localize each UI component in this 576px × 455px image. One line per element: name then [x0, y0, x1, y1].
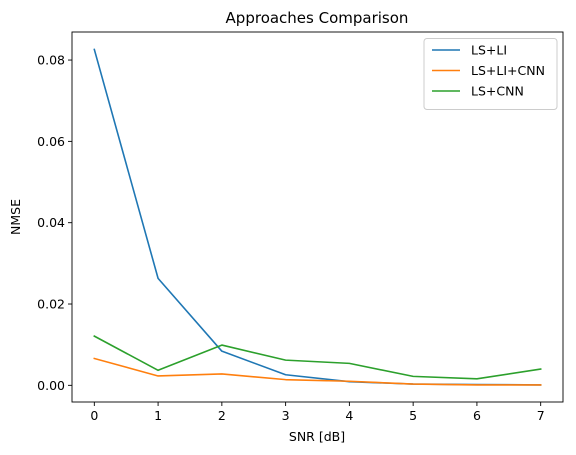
plot-area	[71, 31, 564, 403]
x-axis-label: SNR [dB]	[289, 429, 345, 444]
legend-label: LS+LI+CNN	[471, 63, 545, 78]
x-tick-label: 1	[154, 408, 162, 423]
series-line-2	[93, 335, 542, 380]
legend-label: LS+CNN	[471, 84, 524, 99]
y-axis-label: NMSE	[8, 199, 23, 235]
legend-label: LS+LI	[471, 43, 507, 58]
chart-title: Approaches Comparison	[226, 9, 409, 27]
x-tick-label: 3	[282, 408, 290, 423]
y-tick-label: 0.02	[37, 297, 65, 312]
lines-layer	[93, 48, 542, 386]
legend: LS+LI LS+LI+CNN LS+CNN	[423, 38, 558, 110]
plot-frame	[71, 31, 564, 403]
x-tick-label: 4	[345, 408, 353, 423]
x-axis-ticks: 0 1 2 3 4 5 6 7	[90, 402, 545, 423]
x-tick-label: 0	[90, 408, 98, 423]
y-tick-label: 0.06	[37, 134, 65, 149]
y-tick-label: 0.04	[37, 215, 65, 230]
series-line-1	[93, 357, 542, 386]
x-tick-label: 2	[218, 408, 226, 423]
x-tick-label: 5	[409, 408, 417, 423]
y-axis-ticks: 0.00 0.02 0.04 0.06 0.08	[37, 53, 72, 393]
x-tick-label: 6	[473, 408, 481, 423]
y-tick-label: 0.08	[37, 53, 65, 68]
y-tick-label: 0.00	[37, 378, 65, 393]
x-tick-label: 7	[537, 408, 545, 423]
